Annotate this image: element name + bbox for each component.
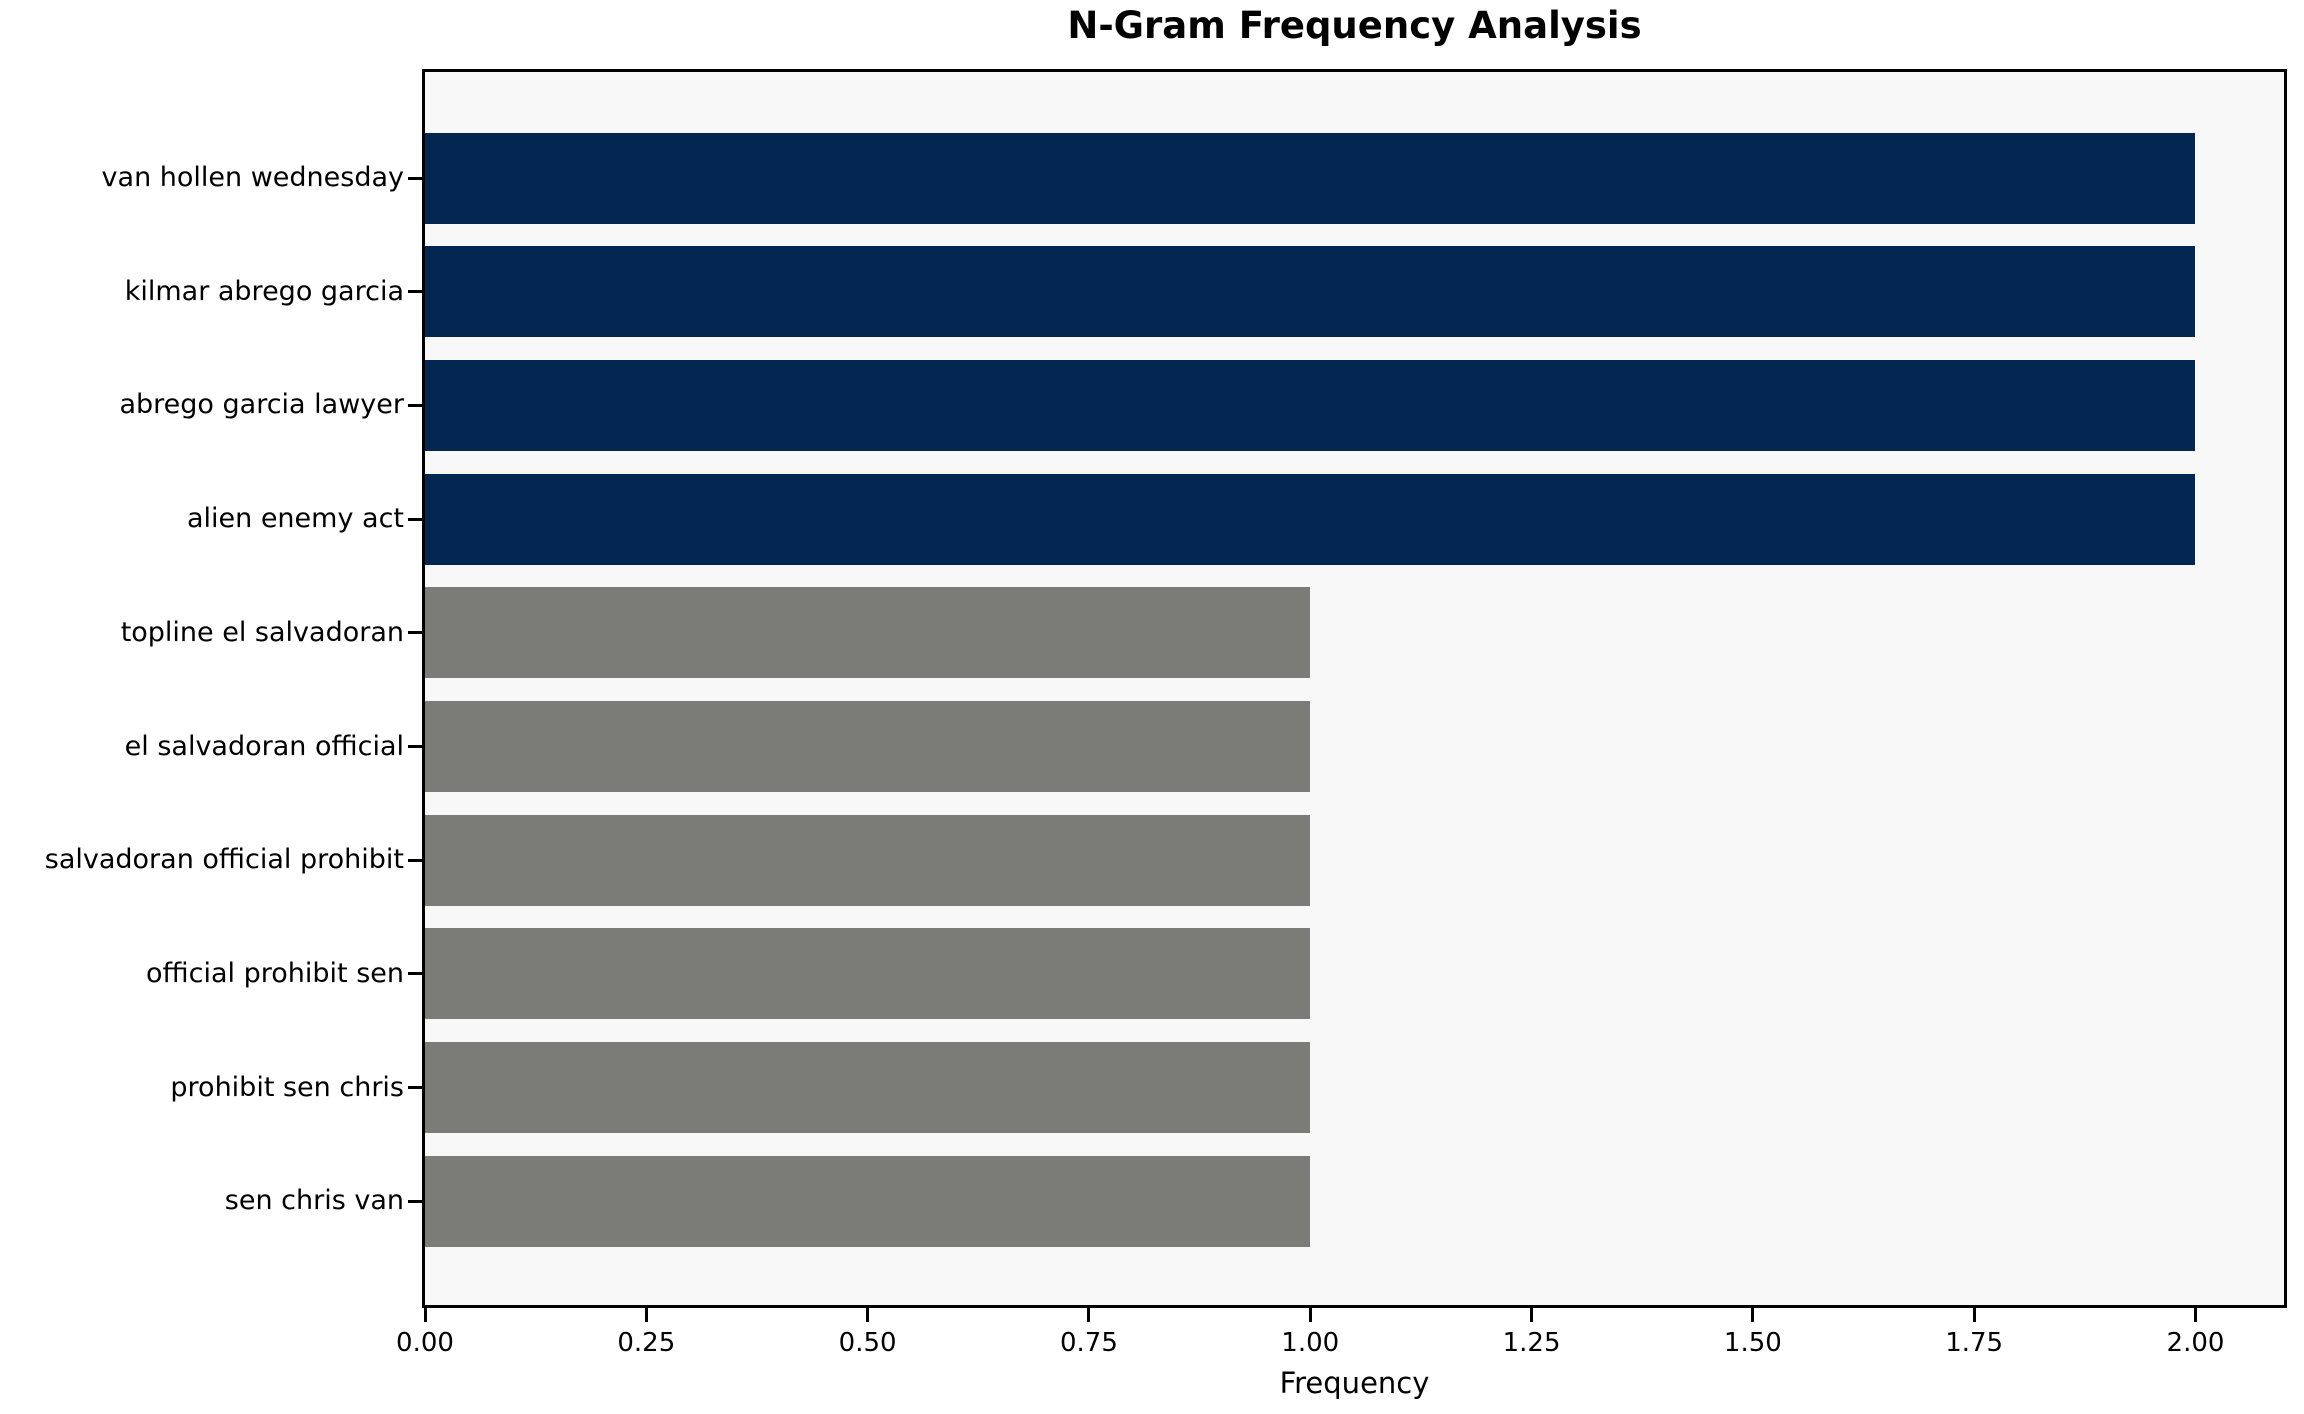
bar <box>425 1042 1311 1134</box>
bar <box>425 473 2196 565</box>
y-tick-label: topline el salvadoran <box>120 616 404 648</box>
y-tick-label: prohibit sen chris <box>170 1071 404 1103</box>
x-tick-label: 0.00 <box>396 1328 454 1358</box>
x-tick-mark <box>1972 1308 1976 1322</box>
x-tick-label: 1.25 <box>1502 1328 1561 1358</box>
y-tick-label: el salvadoran official <box>124 730 404 762</box>
y-tick-mark <box>408 1086 422 1090</box>
bar <box>425 928 1311 1020</box>
y-tick-mark <box>408 631 422 635</box>
x-tick-mark <box>1087 1308 1091 1322</box>
chart-title: N-Gram Frequency Analysis <box>1067 4 1642 47</box>
y-tick-mark <box>408 745 422 748</box>
x-tick-mark <box>866 1308 870 1322</box>
bar <box>425 359 2196 451</box>
y-tick-label: alien enemy act <box>186 503 404 535</box>
x-tick-label: 0.75 <box>1059 1328 1118 1358</box>
y-tick-mark <box>408 290 422 294</box>
x-tick-label: 2.00 <box>2166 1328 2225 1358</box>
bar <box>425 814 1311 906</box>
x-axis-label: Frequency <box>1279 1366 1430 1400</box>
y-tick-mark <box>408 1199 422 1203</box>
y-tick-mark <box>408 858 422 862</box>
y-tick-mark <box>408 403 422 407</box>
x-tick-label: 0.50 <box>838 1328 897 1358</box>
x-tick-label: 1.50 <box>1723 1328 1782 1358</box>
x-tick-mark <box>1308 1308 1312 1322</box>
y-tick-label: official prohibit sen <box>146 957 404 989</box>
x-tick-label: 1.75 <box>1945 1328 2004 1358</box>
y-tick-label: salvadoran official prohibit <box>44 844 404 876</box>
x-tick-mark <box>423 1308 427 1322</box>
x-tick-label: 1.00 <box>1281 1328 1340 1358</box>
bars-container <box>425 72 2284 1305</box>
y-tick-label: kilmar abrego garcia <box>124 275 404 307</box>
bar <box>425 132 2196 224</box>
y-tick-mark <box>408 517 422 521</box>
bar <box>425 701 1311 792</box>
y-tick-mark <box>408 176 422 180</box>
y-tick-label: van hollen wednesday <box>101 162 404 193</box>
y-tick-label: sen chris van <box>224 1185 404 1217</box>
bar <box>425 246 2196 338</box>
y-tick-label: abrego garcia lawyer <box>119 389 404 421</box>
bar <box>425 1155 1311 1247</box>
bar <box>425 587 1311 679</box>
x-tick-mark <box>2193 1308 2197 1322</box>
x-tick-label: 0.25 <box>617 1328 676 1358</box>
x-tick-mark <box>1751 1308 1755 1322</box>
x-tick-mark <box>1530 1308 1534 1322</box>
x-tick-mark <box>644 1308 648 1322</box>
y-tick-mark <box>408 972 422 976</box>
